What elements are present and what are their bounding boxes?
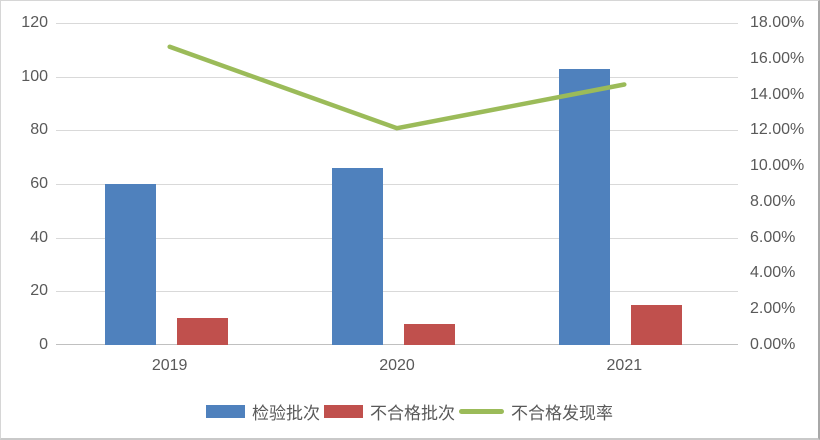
left-axis-tick-label: 120: [21, 14, 48, 31]
right-axis-tick-label: 2.00%: [750, 300, 796, 318]
left-axis-tick-label: 40: [30, 228, 48, 246]
legend: 检验批次 不合格批次 不合格发现率: [1, 399, 818, 424]
left-axis-tick-label: 0: [39, 336, 48, 353]
legend-label: 不合格批次: [370, 404, 455, 423]
legend-label: 不合格发现率: [511, 404, 613, 423]
rate-line: [167, 44, 627, 131]
legend-bar-swatch: [206, 405, 245, 418]
bar-inspected-2020: [332, 167, 383, 345]
legend-bar-swatch: [324, 405, 363, 418]
right-axis-tick-label: 8.00%: [750, 192, 796, 210]
left-axis-tick-label: 100: [21, 67, 48, 85]
legend-label: 检验批次: [252, 404, 320, 423]
bar-inspected-2021: [559, 68, 611, 345]
bar-unqualified-2021: [631, 304, 683, 345]
right-axis-tick-label: 6.00%: [750, 228, 796, 246]
x-axis-label-2019: 2019: [151, 357, 188, 374]
right-axis-tick-label: 4.00%: [750, 264, 796, 282]
gridline: [56, 76, 738, 78]
right-axis-tick-label: 14.00%: [750, 85, 805, 103]
legend-item-2: 不合格发现率: [459, 399, 613, 424]
left-axis-tick-label: 60: [30, 175, 48, 192]
left-axis-tick-label: 80: [30, 121, 48, 139]
right-axis-tick-label: 16.00%: [750, 49, 805, 67]
legend-item-1: 不合格批次: [324, 399, 455, 424]
gridline: [56, 130, 738, 132]
left-axis-tick-label: 20: [30, 282, 48, 300]
right-axis-tick-label: 18.00%: [750, 14, 805, 31]
x-axis-label-2021: 2021: [606, 357, 643, 374]
right-axis-tick-label: 0.00%: [750, 336, 796, 353]
legend-item-0: 检验批次: [206, 399, 320, 424]
right-axis-tick-label: 10.00%: [750, 157, 805, 175]
gridline: [56, 237, 738, 239]
gridline: [56, 23, 738, 24]
right-axis-tick-label: 12.00%: [750, 121, 805, 139]
gridline: [56, 184, 738, 185]
bar-unqualified-2020: [404, 323, 455, 345]
legend-line-swatch: [459, 409, 504, 414]
gridline: [56, 344, 738, 345]
plot-area: [56, 23, 738, 345]
bar-unqualified-2019: [176, 318, 228, 345]
gridline: [56, 291, 738, 293]
bar-inspected-2019: [104, 184, 156, 345]
x-axis-label-2020: 2020: [379, 357, 415, 374]
